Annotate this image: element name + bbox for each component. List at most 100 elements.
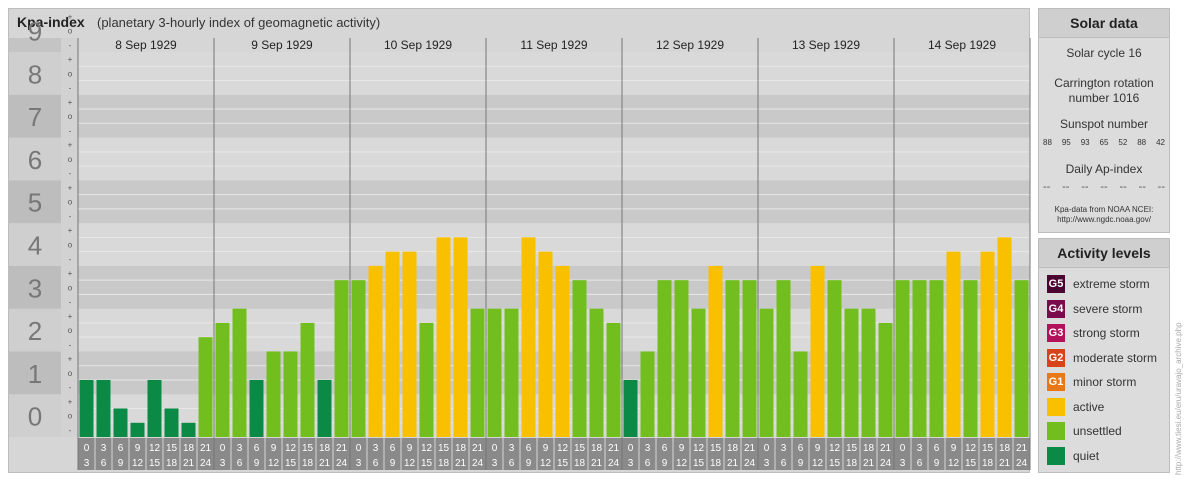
interval-start-label: 15 bbox=[846, 443, 858, 454]
kp-bar bbox=[368, 265, 383, 437]
interval-start-label: 3 bbox=[509, 443, 515, 454]
kp-bar bbox=[164, 408, 179, 437]
y-label-band bbox=[9, 180, 61, 224]
interval-end-label: 12 bbox=[540, 458, 552, 469]
kp-bar bbox=[351, 280, 366, 437]
kp-bar bbox=[708, 265, 723, 437]
kp-bar bbox=[810, 265, 825, 437]
interval-end-label: 9 bbox=[798, 458, 804, 469]
y-subtick-label: o bbox=[68, 241, 73, 250]
activity-level-swatch: G3 bbox=[1047, 324, 1065, 342]
kp-bar bbox=[759, 308, 774, 437]
y-subtick-label: o bbox=[68, 69, 73, 78]
interval-end-label: 24 bbox=[880, 458, 892, 469]
kp-bar bbox=[79, 379, 94, 437]
data-source-url[interactable]: http://www.ngdc.noaa.gov/ bbox=[1057, 215, 1151, 224]
y-subtick-label: o bbox=[68, 369, 73, 378]
interval-start-label: 18 bbox=[999, 443, 1011, 454]
kp-bar bbox=[487, 308, 502, 437]
interval-start-label: 6 bbox=[390, 443, 396, 454]
interval-end-label: 9 bbox=[118, 458, 124, 469]
activity-level-swatch: G5 bbox=[1047, 275, 1065, 293]
interval-start-label: 6 bbox=[526, 443, 532, 454]
kp-bar bbox=[997, 237, 1012, 437]
y-subtick-label: - bbox=[69, 383, 72, 392]
interval-cell bbox=[112, 438, 129, 470]
kp-bar bbox=[606, 322, 621, 437]
kp-bar bbox=[674, 280, 689, 437]
kp-bar bbox=[640, 351, 655, 437]
interval-end-label: 6 bbox=[237, 458, 243, 469]
interval-start-label: 18 bbox=[863, 443, 875, 454]
interval-start-label: 21 bbox=[1016, 443, 1028, 454]
interval-start-label: 9 bbox=[135, 443, 141, 454]
kp-bar bbox=[521, 237, 536, 437]
kp-bar bbox=[96, 379, 111, 437]
ap-index-values: -- -- -- -- -- -- -- bbox=[1043, 181, 1165, 193]
sunspot-value: 95 bbox=[1061, 138, 1071, 147]
y-label-band bbox=[9, 265, 61, 309]
interval-cell bbox=[299, 438, 316, 470]
y-subtick-label: + bbox=[68, 397, 73, 406]
y-tick-label: 7 bbox=[28, 102, 42, 132]
kp-bar bbox=[113, 408, 128, 437]
day-label: 13 Sep 1929 bbox=[792, 38, 860, 52]
kp-bar bbox=[1014, 280, 1029, 437]
y-label-band bbox=[9, 394, 61, 437]
interval-end-label: 15 bbox=[285, 458, 297, 469]
ap-value: -- bbox=[1062, 181, 1070, 193]
interval-start-label: 15 bbox=[302, 443, 314, 454]
interval-start-label: 9 bbox=[815, 443, 821, 454]
kp-bar bbox=[589, 308, 604, 437]
interval-end-label: 12 bbox=[948, 458, 960, 469]
interval-cell bbox=[1013, 438, 1030, 470]
interval-end-label: 3 bbox=[900, 458, 906, 469]
interval-cell bbox=[996, 438, 1013, 470]
interval-cell bbox=[758, 438, 775, 470]
activity-level-label: active bbox=[1073, 399, 1105, 414]
interval-cell bbox=[911, 438, 928, 470]
interval-start-label: 15 bbox=[982, 443, 994, 454]
interval-end-label: 15 bbox=[421, 458, 433, 469]
interval-cell bbox=[95, 438, 112, 470]
ap-value: -- bbox=[1100, 181, 1108, 193]
interval-end-label: 6 bbox=[917, 458, 923, 469]
interval-end-label: 3 bbox=[356, 458, 362, 469]
interval-start-label: 9 bbox=[543, 443, 549, 454]
day-label: 10 Sep 1929 bbox=[384, 38, 452, 52]
data-source-note: Kpa-data from NOAA NCEI: bbox=[1054, 205, 1154, 214]
interval-start-label: 0 bbox=[356, 443, 362, 454]
y-tick-label: 0 bbox=[28, 402, 42, 432]
interval-end-label: 12 bbox=[132, 458, 144, 469]
interval-cell bbox=[231, 438, 248, 470]
interval-start-label: 0 bbox=[492, 443, 498, 454]
y-subtick-label: + bbox=[68, 269, 73, 278]
y-subtick-label: + bbox=[68, 312, 73, 321]
kp-bar bbox=[657, 280, 672, 437]
interval-cell bbox=[129, 438, 146, 470]
y-label-band bbox=[9, 94, 61, 138]
interval-cell bbox=[265, 438, 282, 470]
interval-cell bbox=[214, 438, 231, 470]
y-subtick-label: + bbox=[68, 55, 73, 64]
interval-cell bbox=[350, 438, 367, 470]
kp-bar bbox=[963, 280, 978, 437]
kp-level-band bbox=[78, 94, 1030, 138]
interval-start-label: 0 bbox=[220, 443, 226, 454]
activity-level-strong-storm: G3 strong storm bbox=[1047, 323, 1140, 343]
kp-bar bbox=[946, 251, 961, 437]
interval-end-label: 18 bbox=[710, 458, 722, 469]
y-subtick-label: - bbox=[69, 84, 72, 93]
kp-bar bbox=[844, 308, 859, 437]
interval-start-label: 6 bbox=[254, 443, 260, 454]
interval-end-label: 18 bbox=[166, 458, 178, 469]
y-subtick-label: + bbox=[68, 226, 73, 235]
activity-level-unsettled: unsettled bbox=[1047, 421, 1122, 441]
interval-start-label: 12 bbox=[693, 443, 705, 454]
sunspot-value: 65 bbox=[1099, 138, 1109, 147]
chart-title: Kpa-index bbox=[17, 14, 85, 30]
kp-bar bbox=[249, 379, 264, 437]
interval-end-label: 9 bbox=[254, 458, 260, 469]
interval-end-label: 21 bbox=[455, 458, 467, 469]
